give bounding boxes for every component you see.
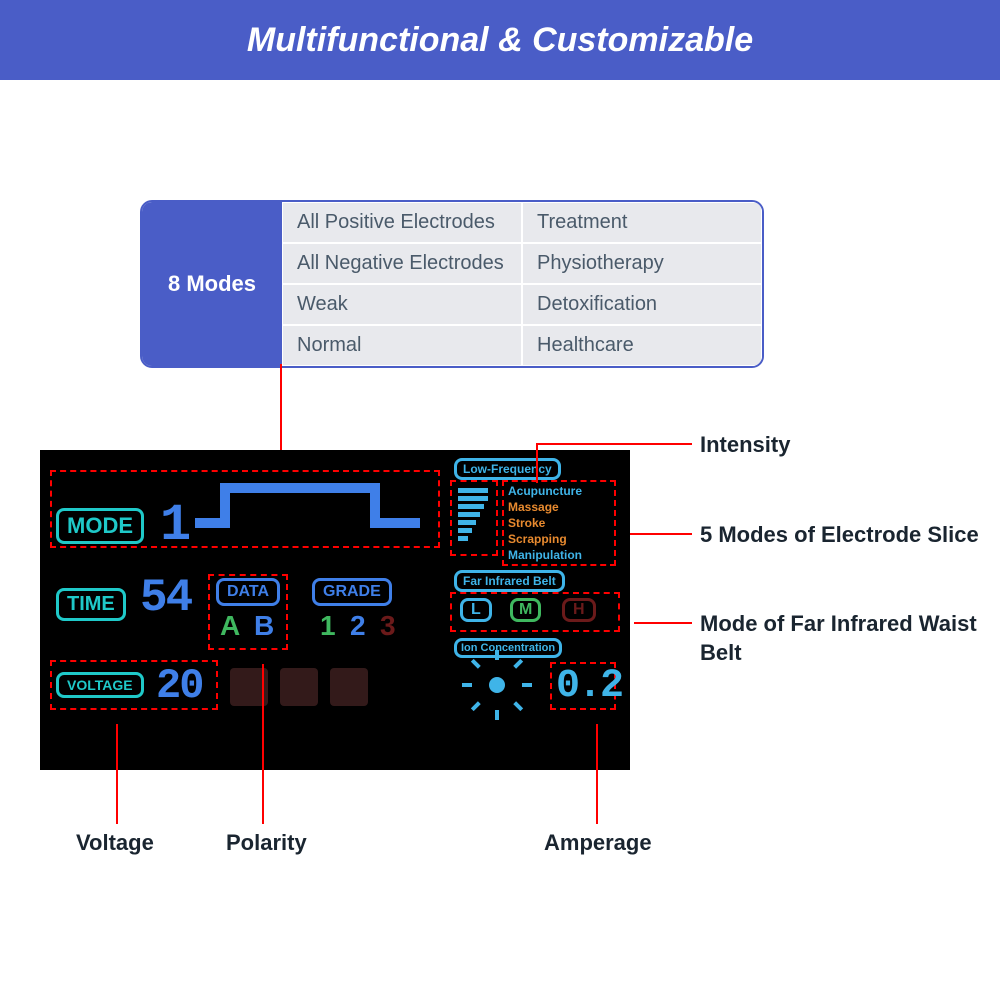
belt-m: M — [510, 598, 541, 622]
connector-line — [536, 443, 692, 445]
lf-mode: Stroke — [508, 516, 545, 530]
callout-intensity: Intensity — [700, 432, 790, 458]
callout-waist-belt: Mode of Far Infrared Waist Belt — [700, 610, 1000, 667]
footbath-icon — [330, 668, 368, 706]
time-label: TIME — [56, 588, 126, 621]
data-a: A — [220, 610, 240, 642]
modes-label: 8 Modes — [142, 202, 282, 366]
belt-l: L — [460, 598, 492, 622]
voltage-value: 20 — [156, 662, 202, 710]
grade-1: 1 — [320, 610, 336, 642]
connector-line — [262, 664, 264, 824]
header-title: Multifunctional & Customizable — [247, 21, 753, 60]
modes-cell: All Positive Electrodes — [282, 202, 522, 243]
voltage-label: VOLTAGE — [56, 672, 144, 698]
callout-electrode-modes: 5 Modes of Electrode Slice — [700, 522, 979, 548]
far-infrared-label: Far Infrared Belt — [454, 570, 565, 592]
modes-cell: Normal — [282, 325, 522, 366]
connector-line — [630, 533, 692, 535]
mode-label: MODE — [56, 508, 144, 544]
mode-value: 1 — [160, 496, 189, 555]
callout-voltage: Voltage — [76, 830, 154, 856]
modes-cell: Physiotherapy — [522, 243, 762, 284]
belt-h: H — [562, 598, 596, 622]
header-banner: Multifunctional & Customizable — [0, 0, 1000, 80]
data-label: DATA — [216, 578, 280, 606]
grade-2: 2 — [350, 610, 366, 642]
callout-amperage: Amperage — [544, 830, 652, 856]
connector-line — [536, 443, 538, 483]
grade-label: GRADE — [312, 578, 392, 606]
modes-table: 8 Modes All Positive Electrodes All Nega… — [140, 200, 764, 368]
lf-mode: Acupuncture — [508, 484, 582, 498]
connector-line — [596, 724, 598, 824]
intensity-bars — [458, 488, 488, 541]
connector-line — [634, 622, 692, 624]
data-b: B — [254, 610, 274, 642]
waveform-icon — [195, 478, 425, 538]
modes-cell: All Negative Electrodes — [282, 243, 522, 284]
modes-col-2: Treatment Physiotherapy Detoxification H… — [522, 202, 762, 366]
lf-mode: Manipulation — [508, 548, 582, 562]
modes-col-1: All Positive Electrodes All Negative Ele… — [282, 202, 522, 366]
connector-line — [116, 724, 118, 824]
lf-mode: Massage — [508, 500, 559, 514]
sun-icon — [478, 666, 516, 704]
ion-value: 0.2 — [556, 664, 622, 709]
lf-mode: Scrapping — [508, 532, 567, 546]
modes-cell: Treatment — [522, 202, 762, 243]
modes-cell: Healthcare — [522, 325, 762, 366]
ion-label: Ion Concentration — [454, 638, 562, 658]
modes-cell: Detoxification — [522, 284, 762, 325]
time-value: 54 — [140, 572, 191, 624]
grade-3: 3 — [380, 610, 396, 642]
callout-polarity: Polarity — [226, 830, 307, 856]
modes-cell: Weak — [282, 284, 522, 325]
footbath-icon — [280, 668, 318, 706]
low-freq-label: Low-Frequency — [454, 458, 561, 480]
lcd-panel: MODE 1 TIME 54 DATA A B GRADE 1 2 3 VOLT… — [40, 450, 630, 770]
